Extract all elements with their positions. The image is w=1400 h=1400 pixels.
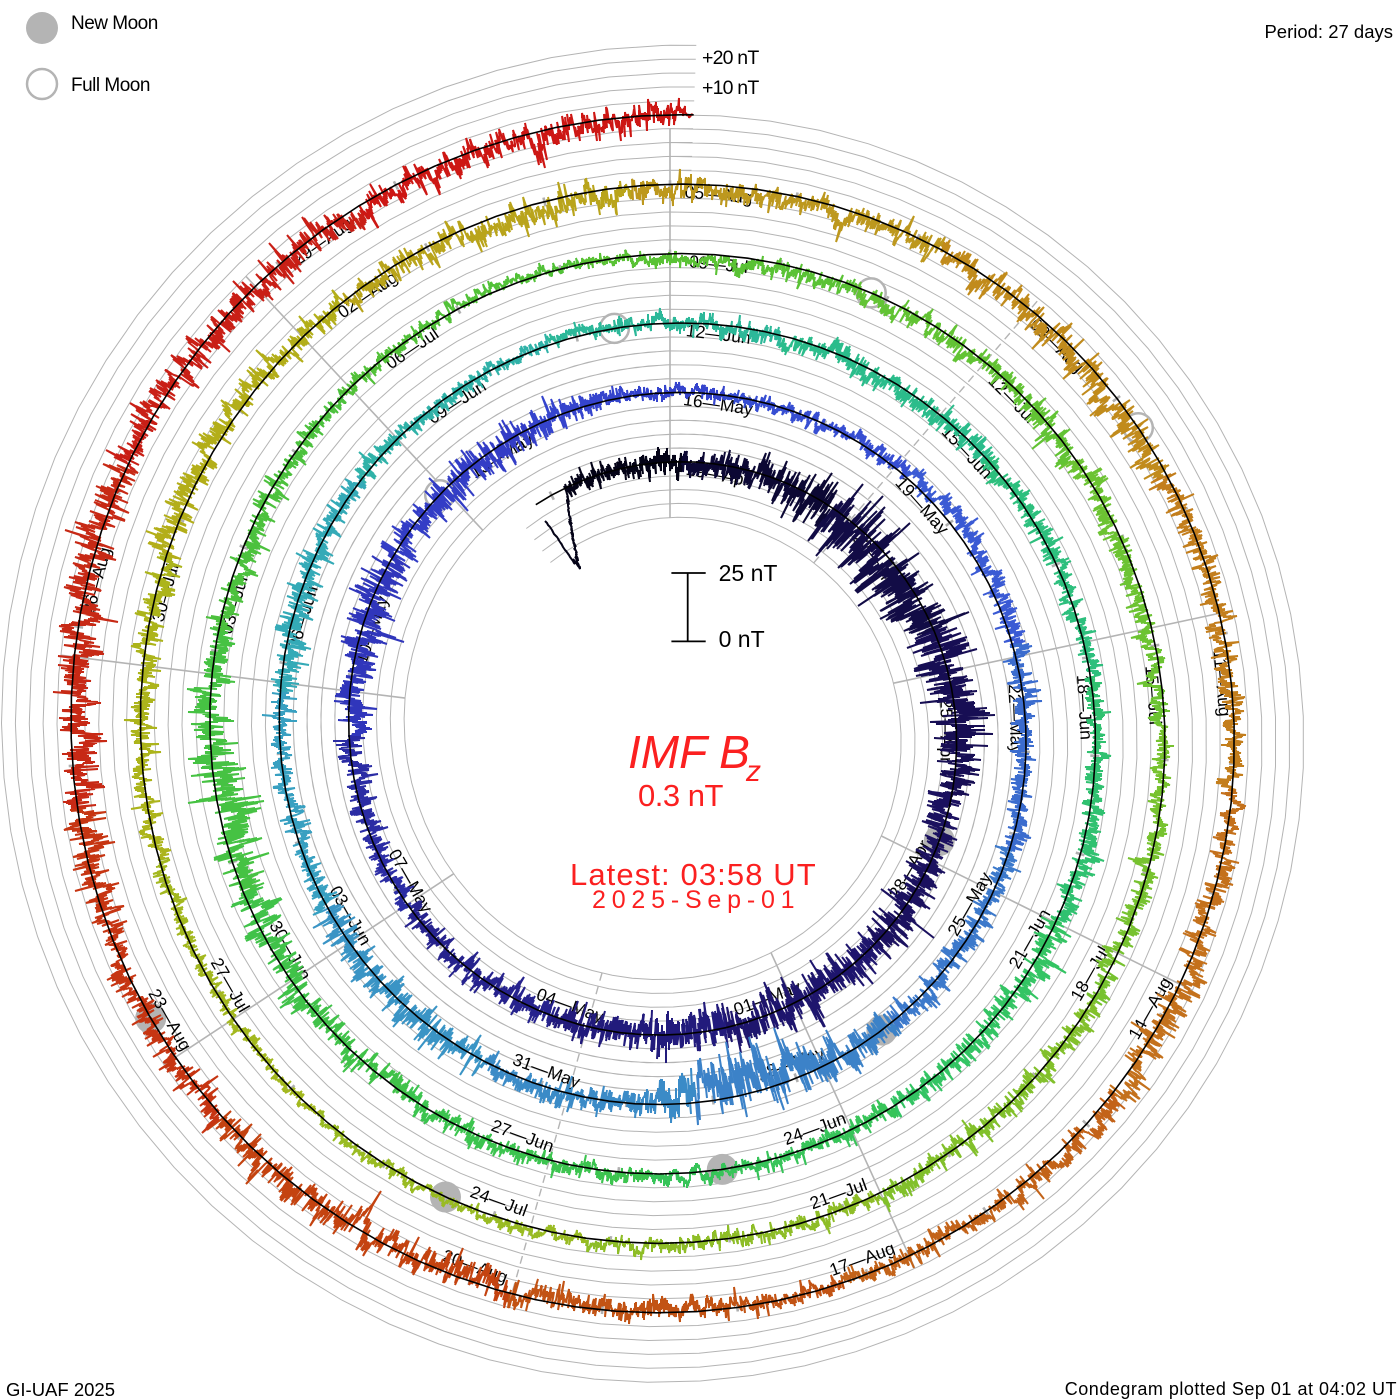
svg-text:+20 nT: +20 nT bbox=[702, 47, 759, 69]
svg-text:0 nT: 0 nT bbox=[719, 626, 765, 652]
svg-text:GI-UAF 2025: GI-UAF 2025 bbox=[6, 1379, 115, 1400]
svg-text:Condegram plotted Sep 01 at 04: Condegram plotted Sep 01 at 04:02 UT bbox=[1065, 1379, 1397, 1399]
svg-text:z: z bbox=[745, 755, 761, 788]
svg-text:0.3 nT: 0.3 nT bbox=[638, 778, 723, 813]
svg-text:Full Moon: Full Moon bbox=[71, 75, 150, 96]
svg-text:+10 nT: +10 nT bbox=[702, 77, 759, 99]
svg-text:Period: 27 days: Period: 27 days bbox=[1264, 21, 1393, 42]
svg-text:Latest: 03:58 UT: Latest: 03:58 UT bbox=[570, 857, 817, 892]
svg-text:25 nT: 25 nT bbox=[719, 560, 778, 586]
svg-text:2025-Sep-01: 2025-Sep-01 bbox=[592, 886, 800, 914]
svg-text:New Moon: New Moon bbox=[71, 13, 158, 34]
svg-text:IMF B: IMF B bbox=[628, 726, 750, 778]
